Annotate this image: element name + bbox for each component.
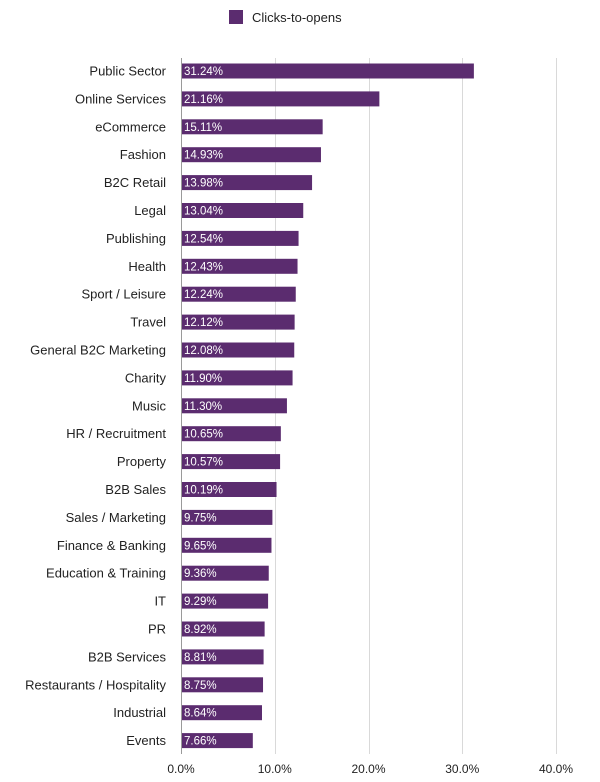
- category-label: Music: [132, 398, 166, 413]
- bar: [182, 119, 323, 135]
- category-label: B2B Sales: [105, 482, 166, 497]
- bar-data-label: 12.12%: [184, 317, 223, 329]
- category-label: Industrial: [113, 705, 166, 720]
- bar: [182, 649, 264, 665]
- bar: [182, 482, 277, 497]
- category-label: Online Services: [75, 91, 167, 106]
- bar: [182, 565, 269, 581]
- legend: Clicks-to-opens: [229, 10, 342, 25]
- bar: [182, 91, 380, 107]
- bar: [182, 537, 272, 553]
- category-label: Legal: [134, 203, 166, 218]
- category-label: eCommerce: [95, 119, 166, 134]
- bar-data-label: 9.65%: [184, 540, 217, 552]
- bar: [182, 370, 293, 386]
- bar-data-label: 13.04%: [184, 206, 223, 218]
- bar-data-label: 9.75%: [184, 512, 217, 524]
- category-label: Travel: [130, 315, 166, 330]
- bar: [182, 63, 474, 79]
- category-label: Education & Training: [46, 566, 166, 581]
- bar-data-label: 11.30%: [184, 401, 222, 413]
- bar-data-label: 8.81%: [184, 652, 217, 664]
- bar: [182, 175, 313, 191]
- bar-data-label: 14.93%: [184, 150, 223, 162]
- category-label: HR / Recruitment: [66, 426, 166, 441]
- bar-data-label: 31.24%: [184, 66, 223, 78]
- bar: [182, 398, 287, 414]
- x-tick-label: 0.0%: [167, 762, 195, 776]
- category-label: B2B Services: [88, 649, 167, 664]
- category-label: Sales / Marketing: [66, 510, 166, 525]
- gridlines: [275, 58, 557, 754]
- category-label: Events: [126, 733, 166, 748]
- category-label: Finance & Banking: [57, 538, 166, 553]
- category-label: IT: [154, 594, 166, 609]
- x-axis-tick-labels: 0.0% 10.0% 20.0% 30.0% 40.0%: [167, 762, 573, 776]
- category-label: Health: [128, 259, 166, 274]
- legend-swatch: [229, 10, 243, 24]
- bar: [182, 454, 281, 470]
- bar: [182, 203, 304, 218]
- bar-data-label: 12.08%: [184, 345, 223, 357]
- bar-data-label: 9.29%: [184, 596, 217, 608]
- bar-data-label: 9.36%: [184, 568, 217, 580]
- bar: [182, 733, 253, 749]
- x-tick-label: 40.0%: [539, 762, 573, 776]
- bar-data-label: 8.92%: [184, 624, 217, 636]
- category-label: General B2C Marketing: [30, 343, 166, 358]
- category-label: Fashion: [120, 147, 166, 162]
- category-label: Charity: [125, 370, 167, 385]
- bar-data-label: 10.65%: [184, 429, 223, 441]
- category-label: Property: [117, 454, 167, 469]
- bar-data-label: 10.19%: [184, 485, 223, 497]
- bar-data-label: 12.24%: [184, 289, 223, 301]
- legend-label: Clicks-to-opens: [252, 10, 342, 25]
- bar: [182, 677, 264, 693]
- bar-data-label: 12.43%: [184, 261, 223, 273]
- x-tick-label: 30.0%: [445, 762, 479, 776]
- bar: [182, 286, 296, 302]
- bar-data-label: 11.90%: [184, 373, 222, 385]
- bar-data-label: 13.98%: [184, 178, 223, 190]
- category-label: Restaurants / Hospitality: [25, 677, 166, 692]
- x-tick-label: 20.0%: [351, 762, 385, 776]
- category-label: B2C Retail: [104, 175, 166, 190]
- category-label: Public Sector: [89, 64, 166, 79]
- bar-data-label: 15.11%: [184, 122, 222, 134]
- bars: 31.24% 21.16% 15.11% 14.93% 13.98% 13.04% 12.5…: [182, 63, 474, 749]
- bar: [182, 147, 321, 163]
- bar: [182, 509, 273, 525]
- bar-data-label: 8.75%: [184, 680, 217, 692]
- bar-data-label: 7.66%: [184, 736, 217, 748]
- bar: [182, 593, 269, 609]
- bar: [182, 426, 281, 442]
- bar: [182, 314, 295, 330]
- bar: [182, 342, 295, 358]
- bar-data-label: 12.54%: [184, 233, 223, 245]
- bar: [182, 230, 299, 246]
- category-label: Sport / Leisure: [81, 287, 166, 302]
- category-label: Publishing: [106, 231, 166, 246]
- category-label: PR: [148, 622, 166, 637]
- bar: [182, 621, 265, 637]
- x-tick-label: 10.0%: [258, 762, 292, 776]
- bar: [182, 258, 298, 274]
- bar-data-label: 10.57%: [184, 457, 223, 469]
- bar-data-label: 8.64%: [184, 708, 217, 720]
- category-labels: Public Sector Online Services eCommerce Fas…: [25, 64, 167, 749]
- bar-data-label: 21.16%: [184, 94, 223, 106]
- bar: [182, 705, 262, 721]
